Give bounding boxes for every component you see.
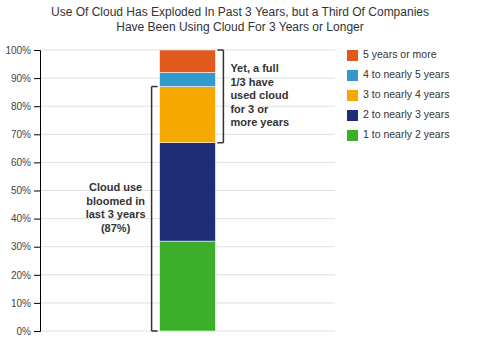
y-tick-label: 80%	[11, 101, 31, 112]
annotation-line: bloomed in	[86, 195, 145, 207]
legend-label: 3 to nearly 4 years	[363, 88, 449, 100]
legend-item: 4 to nearly 5 years	[347, 68, 449, 81]
y-tick: 10%	[11, 298, 40, 309]
bar-segment	[160, 72, 216, 86]
annotation-line: more years	[230, 116, 289, 128]
y-tick: 60%	[11, 157, 40, 168]
bars	[160, 50, 216, 331]
y-tick-label: 30%	[11, 241, 31, 252]
annotation-line: 1/3 have	[230, 76, 273, 88]
y-tick-label: 50%	[11, 185, 31, 196]
y-tick-mark	[34, 191, 40, 192]
bracket-end	[217, 49, 223, 51]
y-tick-label: 70%	[11, 129, 31, 140]
y-tick-label: 90%	[11, 73, 31, 84]
bracket-line	[223, 50, 225, 143]
y-tick-label: 10%	[11, 298, 31, 309]
bracket	[217, 50, 223, 143]
legend-swatch	[347, 110, 358, 121]
legend-item: 5 years or more	[347, 48, 437, 61]
bracket-end	[152, 86, 158, 88]
y-axis-line	[34, 51, 41, 332]
y-tick-mark	[34, 331, 40, 332]
legend-item: 1 to nearly 2 years	[347, 128, 449, 141]
legend-swatch	[347, 90, 358, 101]
y-tick: 100%	[5, 45, 40, 56]
y-tick-label: 0%	[17, 326, 32, 337]
y-tick: 40%	[11, 213, 40, 224]
legend-swatch	[347, 130, 358, 141]
bracket-end	[152, 330, 158, 332]
y-tick-label: 40%	[11, 213, 31, 224]
legend-item: 3 to nearly 4 years	[347, 88, 449, 101]
y-tick-mark	[34, 50, 40, 51]
plot: 0% 10% 20% 30% 40% 50% 60% 70% 80% 90% 100% Cloud u…	[5, 45, 335, 337]
legend-label: 2 to nearly 3 years	[363, 108, 449, 120]
bar-segment	[160, 87, 216, 143]
y-tick: 70%	[11, 129, 40, 140]
y-tick-label: 20%	[11, 270, 31, 281]
y-tick-mark	[34, 106, 40, 107]
annotation-line: (87%)	[101, 222, 131, 234]
legend-label: 4 to nearly 5 years	[363, 68, 449, 80]
y-tick: 50%	[11, 185, 40, 196]
annotation: Cloud use bloomed inlast 3 years (87%)	[86, 181, 146, 234]
y-tick: 0%	[17, 326, 40, 337]
grid	[40, 50, 335, 331]
bar-segment	[160, 143, 216, 241]
bar-segment	[160, 241, 216, 331]
y-tick-label: 100%	[5, 45, 31, 56]
legend-item: 2 to nearly 3 years	[347, 108, 449, 121]
legend-swatch	[347, 70, 358, 81]
annotation-line: last 3 years	[86, 208, 146, 220]
y-tick-mark	[34, 78, 40, 79]
bracket-line	[151, 87, 153, 331]
chart: Use Of Cloud Has Exploded In Past 3 Year…	[0, 0, 480, 349]
y-tick-mark	[34, 275, 40, 276]
y-tick: 90%	[11, 73, 40, 84]
title: Use Of Cloud Has Exploded In Past 3 Year…	[51, 5, 429, 19]
legend-label: 1 to nearly 2 years	[363, 128, 449, 140]
subtitle: Have Been Using Cloud For 3 Years or Lon…	[116, 20, 363, 34]
annotation-line: used cloud	[230, 89, 288, 101]
legend-swatch	[347, 50, 358, 61]
y-tick: 80%	[11, 101, 40, 112]
annotation-line: Cloud use	[89, 181, 142, 193]
y-tick: 20%	[11, 270, 40, 281]
y-tick-mark	[34, 303, 40, 304]
y-tick-mark	[34, 219, 40, 220]
bracket-end	[217, 142, 223, 144]
bar-segment	[160, 50, 216, 72]
legend-label: 5 years or more	[363, 48, 437, 60]
bracket	[152, 87, 158, 331]
legend: 5 years or more 4 to nearly 5 years 3 to n…	[347, 48, 449, 141]
y-tick-mark	[34, 134, 40, 135]
annotations: Cloud use bloomed inlast 3 years (87%) Yet,…	[86, 50, 289, 331]
annotation-line: Yet, a full	[230, 62, 278, 74]
y-tick-label: 60%	[11, 157, 31, 168]
y-tick-mark	[34, 162, 40, 163]
y-axis: 0% 10% 20% 30% 40% 50% 60% 70% 80% 90% 100%	[5, 45, 40, 337]
y-tick: 30%	[11, 241, 40, 252]
annotation: Yet, a full 1/3 haveused cloud for 3 ormor…	[230, 62, 289, 128]
annotation-line: for 3 or	[230, 103, 269, 115]
y-tick-mark	[34, 247, 40, 248]
